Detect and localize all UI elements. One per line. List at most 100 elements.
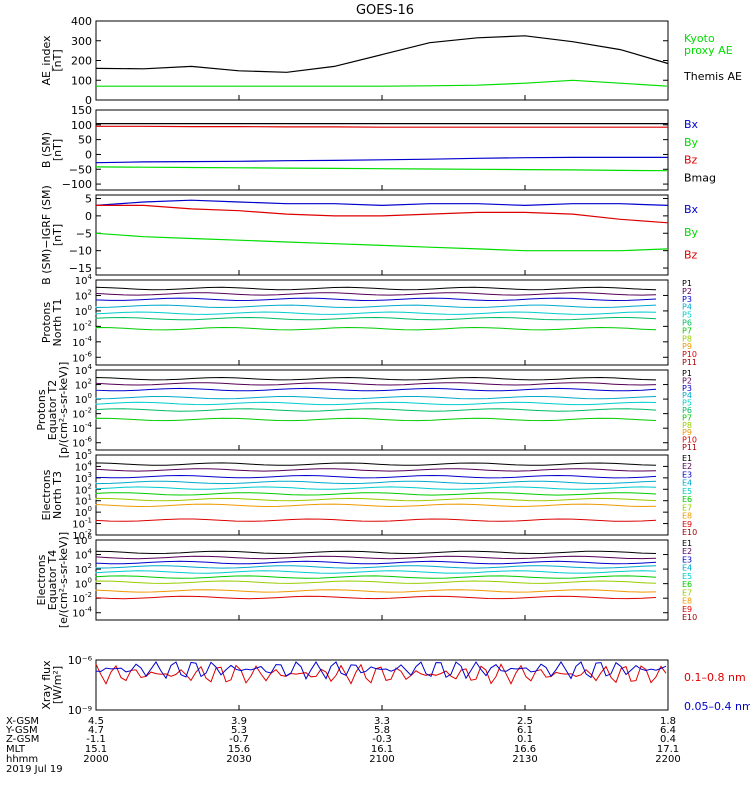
channel-label-protons_t2-p6: P6 — [682, 406, 692, 415]
channel-label-electrons_t3-e6: E6 — [682, 495, 692, 504]
ytick-label-bsm: 50 — [78, 134, 92, 147]
footer-row-label: Y-GSM — [5, 725, 38, 736]
ytick-label-ae: 100 — [71, 74, 92, 87]
series-electrons_t3-e4 — [95, 480, 657, 485]
series-ae-kyoto-proxy-ae — [96, 79, 669, 87]
ytick-label-protons_t1: 104 — [75, 273, 93, 287]
ytick-label-ae: 200 — [71, 55, 92, 68]
footer-value: 6.4 — [660, 725, 676, 736]
series-electrons_t4-e5 — [95, 570, 657, 574]
legend-bigrf-bz: Bz — [684, 249, 698, 262]
footer-row-label: MLT — [6, 744, 26, 755]
channel-label-protons_t1-p5: P5 — [682, 311, 692, 320]
channel-label-electrons_t3-e4: E4 — [682, 479, 692, 488]
footer-value: 16.6 — [514, 744, 536, 755]
footer-value: 0.4 — [660, 734, 676, 745]
footer-value: 2100 — [369, 754, 394, 765]
ylabel-electrons_t4: Electrons — [35, 554, 48, 605]
ylabel-electrons_t4: [e/(cm²-s-sr-keV)] — [57, 532, 70, 628]
channel-label-protons_t1-p4: P4 — [682, 303, 692, 312]
channel-label-electrons_t4-e2: E2 — [682, 547, 692, 556]
channel-label-protons_t2-p3: P3 — [682, 384, 692, 393]
ytick-label-bigrf: 5 — [85, 192, 92, 205]
channel-label-protons_t1-p2: P2 — [682, 287, 692, 296]
footer-value: 2000 — [83, 754, 108, 765]
ytick-label-bsm: 0 — [85, 148, 92, 161]
series-protons_t2-p6 — [95, 408, 657, 412]
ytick-label-ae: 0 — [85, 94, 92, 107]
footer-value: 6.1 — [517, 725, 533, 736]
panel-frame-xray — [95, 659, 669, 711]
footer-value: 4.7 — [88, 725, 104, 736]
series-protons_t2-p2 — [95, 382, 657, 386]
series-electrons_t3-e1 — [95, 462, 657, 466]
ytick-label-bigrf: −5 — [76, 227, 92, 240]
channel-label-electrons_t4-e6: E6 — [682, 580, 692, 589]
series-electrons_t3-e9 — [95, 518, 657, 522]
ytick-label-protons_t1: 10-4 — [72, 335, 92, 349]
footer-value: -0.7 — [229, 734, 249, 745]
footer-value: 3.9 — [231, 716, 247, 727]
ytick-label-protons_t2: 102 — [75, 378, 92, 392]
series-electrons_t3-e6 — [95, 492, 657, 496]
channel-label-electrons_t4-e3: E3 — [682, 555, 692, 564]
series-xray-short — [95, 661, 667, 680]
legend-bsm-bmag: Bmag — [684, 171, 716, 184]
channel-label-protons_t2-p7: P7 — [682, 413, 692, 422]
series-protons_t1-p1 — [95, 286, 657, 291]
ylabel-electrons_t4: Equator T4 — [46, 550, 59, 610]
channel-label-electrons_t4-e5: E5 — [682, 572, 692, 581]
panel-frame-electrons_t4 — [95, 539, 669, 621]
ylabel-bsm: B (SM) — [40, 132, 53, 168]
channel-label-protons_t1-p9: P9 — [682, 342, 692, 351]
ytick-label-xray: 10⁻⁹ — [68, 704, 92, 717]
ytick-label-ae: 300 — [71, 35, 92, 48]
ytick-label-bsm: 150 — [71, 104, 92, 117]
channel-label-protons_t2-p8: P8 — [682, 421, 692, 430]
ylabel-electrons_t3: North T3 — [51, 471, 64, 519]
channel-label-protons_t2-p1: P1 — [682, 369, 692, 378]
legend-bigrf-by: By — [684, 226, 699, 239]
series-electrons_t3-e8 — [95, 503, 657, 508]
series-electrons_t4-e8 — [95, 589, 657, 593]
panel-frame-ae — [95, 20, 669, 101]
ylabel-bsm: [nT] — [51, 139, 64, 161]
ylabel-protons_t2: [p/(cm²-s-sr-keV)] — [57, 362, 70, 459]
ytick-label-electrons_t4: 100 — [75, 577, 92, 591]
channel-label-protons_t1-p8: P8 — [682, 334, 692, 343]
ytick-label-protons_t1: 102 — [75, 288, 92, 302]
ylabel-electrons_t3: Electrons — [40, 469, 53, 520]
ytick-label-bsm: 100 — [71, 119, 92, 132]
figure-title: GOES-16 — [356, 3, 414, 18]
legend-bsm-by: By — [684, 136, 699, 149]
channel-label-protons_t1-p11: P11 — [682, 358, 697, 367]
ytick-label-protons_t2: 10-2 — [72, 407, 92, 421]
channel-label-protons_t1-p1: P1 — [682, 279, 692, 288]
footer-value: 2200 — [655, 754, 680, 765]
series-electrons_t3-e7 — [95, 497, 657, 502]
footer-row-label: 2019 Jul 19 — [6, 764, 63, 775]
ylabel-protons_t2: Protons — [35, 389, 48, 430]
legend-proxy-ae: proxy AE — [684, 44, 733, 57]
ytick-label-electrons_t4: 10-4 — [72, 606, 92, 620]
channel-label-protons_t2-p9: P9 — [682, 428, 692, 437]
series-ae-themis-ae — [95, 35, 669, 73]
series-xray-long — [95, 663, 667, 685]
channel-label-electrons_t4-e9: E9 — [682, 605, 692, 614]
channel-label-electrons_t3-e10: E10 — [682, 528, 697, 537]
series-protons_t1-p4 — [95, 304, 657, 309]
series-electrons_t4-e7 — [95, 580, 657, 584]
series-bsm-bx — [95, 156, 668, 164]
channel-label-electrons_t3-e3: E3 — [682, 470, 692, 479]
channel-label-protons_t2-p4: P4 — [682, 391, 692, 400]
ytick-label-protons_t2: 104 — [75, 363, 93, 377]
footer-value: 17.1 — [657, 744, 679, 755]
ytick-label-electrons_t4: 10-2 — [72, 591, 92, 605]
series-protons_t2-p3 — [95, 387, 657, 392]
ytick-label-electrons_t4: 106 — [75, 533, 93, 547]
series-electrons_t4-e6 — [95, 575, 657, 579]
channel-label-protons_t1-p7: P7 — [682, 326, 692, 335]
ytick-label-bigrf: −15 — [69, 262, 92, 275]
channel-label-electrons_t3-e9: E9 — [682, 520, 692, 529]
footer-value: 0.1 — [517, 734, 533, 745]
